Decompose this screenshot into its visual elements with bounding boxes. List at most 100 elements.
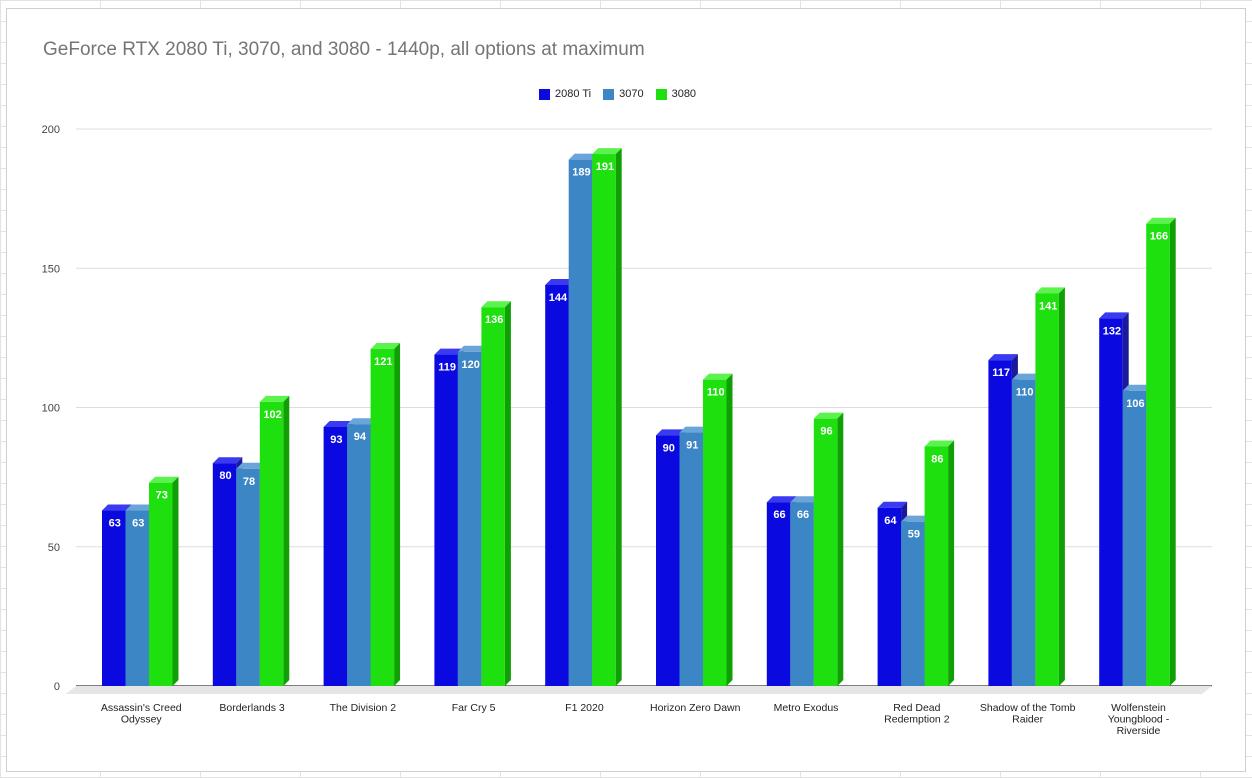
legend-item-3080: 3080 [655,88,696,100]
data-label: 93 [330,434,342,446]
bar [1146,223,1170,686]
x-tick-label: Riverside [1117,725,1161,737]
bar-side-face [172,476,179,686]
x-tick-label: Wolfenstein [1111,702,1166,714]
data-label: 91 [686,440,698,452]
bar [236,468,260,686]
y-tick-label: 100 [42,403,60,415]
data-label: 66 [797,509,809,521]
bar [125,510,149,686]
legend-item-3070: 3070 [603,88,644,100]
bar [259,401,284,686]
bar-side-face [504,301,511,686]
data-label: 59 [908,529,920,541]
data-label: 117 [992,367,1010,379]
data-label: 94 [354,431,367,443]
x-tick-label: Far Cry 5 [452,702,496,714]
bar-top-face [766,496,797,503]
bar-side-face [283,395,290,686]
bar-top-face [259,395,290,402]
bar-top-face [1122,384,1153,391]
bar-top-face [481,301,511,308]
bar [212,463,237,686]
bar [149,482,173,686]
data-label: 106 [1126,398,1144,410]
bar-top-face [877,501,908,508]
bar-top-face [370,343,401,350]
bar [877,507,902,686]
bar-top-face [125,504,155,511]
data-label: 121 [374,356,392,368]
bar [924,446,949,686]
bar-top-face [236,462,266,469]
bar-top-face [988,354,1018,361]
bar-top-face [813,412,844,419]
bar-top-face [790,496,820,503]
data-label: 96 [820,426,832,438]
chart-legend: 2080 Ti 3070 3080 [539,86,696,102]
bar [1011,379,1036,686]
x-tick-label: Borderlands 3 [219,702,285,714]
legend-swatch-2080ti [539,88,550,100]
bar-top-face [924,440,955,447]
data-label: 119 [438,362,456,374]
bar [790,502,814,686]
data-label: 144 [549,292,568,304]
bar-side-face [394,343,401,686]
bar-top-face [901,515,931,522]
y-tick-label: 200 [42,124,60,136]
data-label: 166 [1150,231,1168,243]
legend-label-2080ti: 2080 Ti [555,88,592,100]
data-label: 189 [572,167,590,179]
x-tick-label: Red Dead [893,702,940,714]
bar [545,284,569,686]
bar-side-face [726,373,733,686]
data-label: 63 [132,518,144,530]
data-label: 102 [263,409,281,421]
bar-top-face [434,348,464,355]
bar [370,349,395,686]
x-tick-label: Raider [1012,714,1043,726]
data-label: 66 [773,509,785,521]
y-tick-label: 150 [42,263,60,275]
bar-top-face [102,504,132,511]
bar-top-face [568,153,599,160]
bar-top-face [1099,312,1129,319]
x-tick-label: Horizon Zero Dawn [650,702,741,714]
x-tick-label: Odyssey [121,714,163,726]
bar-side-face [948,440,955,686]
bar-top-face [1035,287,1065,294]
data-label: 78 [243,476,255,488]
legend-item-2080ti: 2080 Ti [539,88,591,100]
legend-label-3070: 3070 [619,88,644,100]
data-label: 63 [109,518,121,530]
bar [1035,293,1059,686]
bar [703,379,727,686]
data-label: 64 [884,515,897,527]
bar [1099,318,1123,686]
bar-top-face [656,429,686,436]
bar [568,159,593,686]
data-label: 132 [1103,325,1121,337]
y-tick-label: 0 [54,681,60,693]
data-label: 136 [485,314,503,326]
bar-side-face [837,412,844,686]
bar-top-face [703,373,733,380]
bar [813,418,838,686]
bar-top-face [347,418,377,425]
bar [988,360,1012,686]
data-label: 191 [596,161,614,173]
bar-side-face [615,148,622,686]
bar [347,424,371,686]
bar-top-face [1011,373,1042,380]
bar [323,426,348,686]
bar-side-face [1058,287,1065,686]
bar [481,307,505,686]
bar [656,435,680,686]
bar [102,510,126,686]
bar-top-face [592,148,622,155]
x-tick-label: F1 2020 [565,702,604,714]
bar-top-face [457,345,488,352]
